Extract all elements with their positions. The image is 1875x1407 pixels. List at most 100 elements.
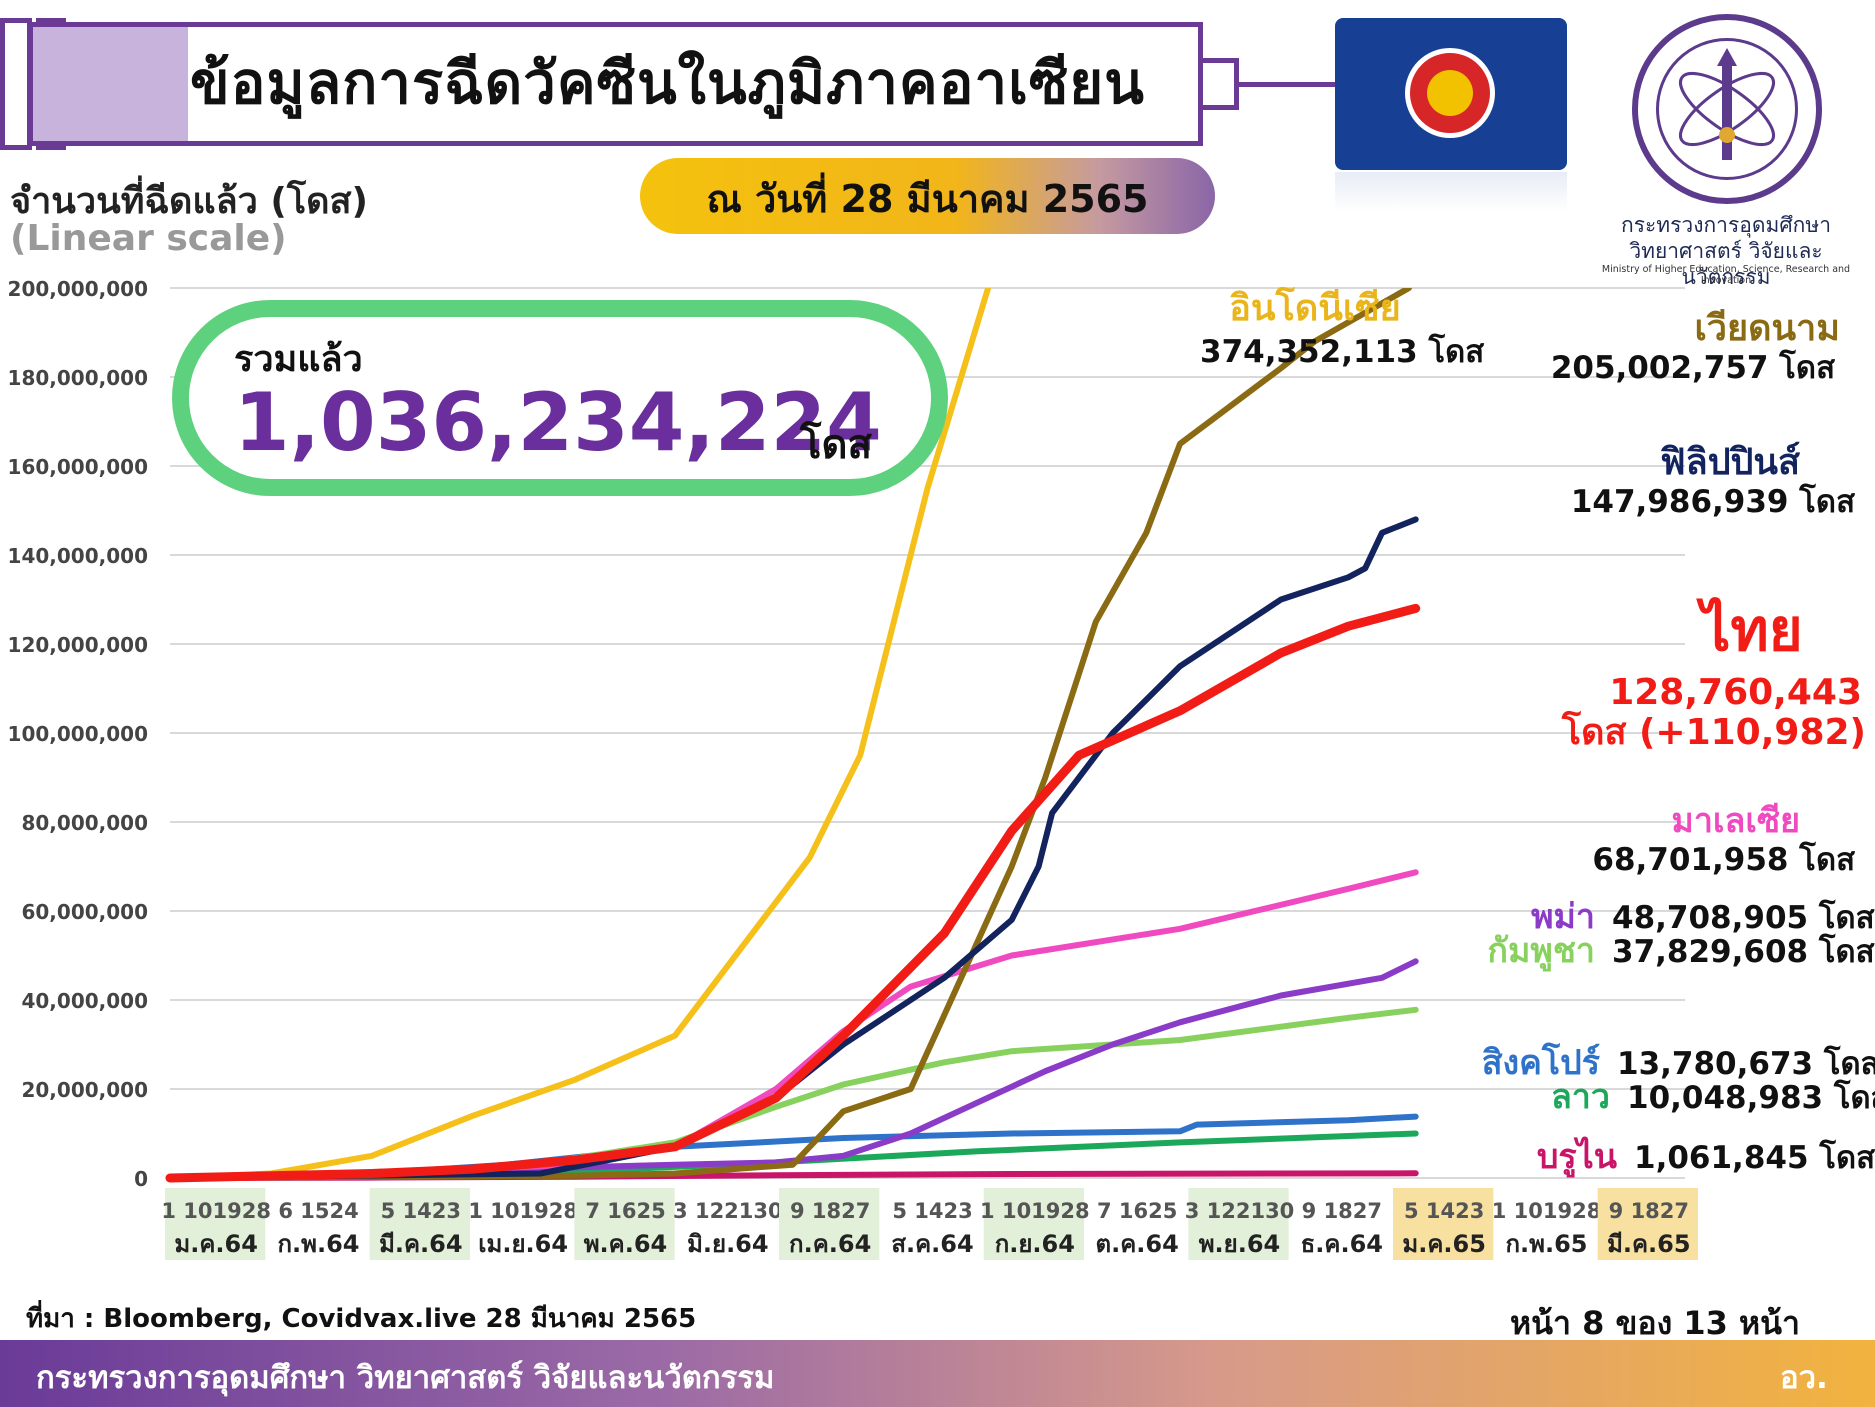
series-labels: อินโดนีเซีย 374,352,113 โดส เวียดนาม205,00…: [1200, 286, 1875, 1178]
month-highlight-14: [1597, 1188, 1698, 1260]
series-doses-cambodia: 37,829,608 โดส: [1612, 933, 1875, 970]
ministry-name-english: Ministry of Higher Education, Science, R…: [1601, 264, 1851, 286]
month-days-9: 7 1625: [1097, 1199, 1177, 1223]
month-highlight-10: [1188, 1188, 1289, 1260]
month-label-0: ม.ค.64: [174, 1230, 258, 1258]
seal-emblem-icon: [1679, 48, 1775, 160]
syringe-fill: [33, 27, 188, 141]
series-doses-philippines: 147,986,939 โดส: [1571, 483, 1855, 520]
month-label-11: ธ.ค.64: [1301, 1230, 1383, 1258]
month-label-8: ก.ย.64: [995, 1230, 1075, 1258]
series-line-cambodia: [167, 1006, 1419, 1181]
y-tick-label-7: 140,000,000: [8, 544, 148, 568]
total-value: 1,036,234,224: [234, 376, 882, 469]
y-tick-label-3: 60,000,000: [21, 900, 148, 924]
ministry-name: กระทรวงการอุดมศึกษา วิทยาศาสตร์ วิจัยและ…: [1586, 212, 1866, 290]
month-label-13: ก.พ.65: [1506, 1230, 1588, 1258]
month-days-14: 9 1827: [1609, 1199, 1689, 1223]
series-name-laos: ลาว: [1551, 1077, 1610, 1117]
series-layer: [165, 288, 1421, 1183]
month-days-1: 6 1524: [278, 1199, 358, 1223]
y-tick-label-1: 20,000,000: [21, 1078, 148, 1102]
footer-organization: กระทรวงการอุดมศึกษา วิทยาศาสตร์ วิจัยและ…: [36, 1360, 775, 1396]
y-tick-label-9: 180,000,000: [8, 366, 148, 390]
month-label-7: ส.ค.64: [891, 1230, 973, 1258]
month-label-1: ก.พ.64: [278, 1230, 360, 1258]
month-days-13: 1 101928: [1492, 1199, 1602, 1223]
syringe-banner: [28, 22, 1203, 146]
series-line-singapore: [167, 1113, 1419, 1181]
series-doses-laos: 10,048,983 โดส: [1627, 1079, 1875, 1116]
series-doses-thailand: 128,760,443: [1609, 672, 1862, 713]
series-doses-vietnam: 205,002,757 โดส: [1551, 349, 1835, 386]
series-name-cambodia: กัมพูชา: [1487, 931, 1595, 972]
month-label-9: ต.ค.64: [1096, 1230, 1179, 1258]
month-days-4: 7 1625: [585, 1199, 665, 1223]
flag-reflection: [1335, 172, 1567, 212]
month-label-4: พ.ค.64: [584, 1230, 668, 1258]
ministry-name-line2: วิทยาศาสตร์ วิจัยและนวัตกรรม: [1629, 239, 1823, 289]
total-label: รวมแล้ว: [234, 339, 363, 380]
ministry-name-line1: กระทรวงการอุดมศึกษา: [1621, 213, 1831, 237]
month-highlight-2: [369, 1188, 470, 1260]
month-days-8: 1 101928: [980, 1199, 1090, 1223]
vaccination-line-chart: 0 20,000,000 40,000,000 60,000,000 80,000,00…: [8, 277, 1875, 1260]
date-text: ณ วันที่ 28 มีนาคม 2565: [706, 177, 1149, 221]
series-doses-brunei: 1,061,845 โดส: [1634, 1139, 1875, 1176]
series-line-vietnam: [167, 288, 1412, 1181]
syringe-tip-icon: [1203, 58, 1239, 110]
y-axis-caption: จำนวนที่ฉีดแล้ว (โดส): [10, 181, 368, 222]
series-doses-indonesia: 374,352,113 โดส: [1200, 333, 1484, 370]
series-name-thailand: ไทย: [1695, 596, 1802, 664]
series-line-thailand: [165, 603, 1421, 1183]
month-label-3: เม.ย.64: [478, 1230, 568, 1258]
total-unit: โดส: [800, 422, 872, 468]
date-badge: [640, 158, 1215, 234]
y-tick-label-8: 160,000,000: [8, 455, 148, 479]
source-note: ที่มา : Bloomberg, Covidvax.live 28 มีนา…: [26, 1304, 697, 1334]
month-label-10: พ.ย.64: [1199, 1230, 1281, 1258]
series-name-malaysia: มาเลเซีย: [1671, 801, 1800, 841]
footer-abbreviation: อว.: [1780, 1360, 1828, 1396]
y-tick-label-2: 40,000,000: [21, 989, 148, 1013]
month-days-10: 3 122130: [1185, 1199, 1295, 1223]
month-highlight-6: [779, 1188, 880, 1260]
series-doses-singapore: 13,780,673 โดส: [1617, 1045, 1875, 1082]
month-label-14: มี.ค.65: [1607, 1230, 1691, 1258]
month-highlight-8: [983, 1188, 1084, 1260]
month-label-12: ม.ค.65: [1402, 1230, 1486, 1258]
month-days-3: 1 101928: [468, 1199, 578, 1223]
y-tick-label-6: 120,000,000: [8, 633, 148, 657]
y-tick-label-10: 200,000,000: [8, 277, 148, 301]
series-line-myanmar: [167, 958, 1419, 1181]
y-tick-label-0: 0: [134, 1167, 148, 1191]
month-days-11: 9 1827: [1302, 1199, 1382, 1223]
month-label-5: มิ.ย.64: [687, 1230, 769, 1258]
month-days-6: 9 1827: [790, 1199, 870, 1223]
series-name-vietnam: เวียดนาม: [1694, 308, 1840, 349]
y-tick-label-4: 80,000,000: [21, 811, 148, 835]
month-highlight-4: [574, 1188, 675, 1260]
syringe-needle-icon: [1239, 82, 1339, 87]
page-title: ข้อมูลการฉีดวัคซีนในภูมิภาคอาเซียน: [190, 49, 1145, 117]
month-label-2: มี.ค.64: [379, 1230, 463, 1258]
series-line-indonesia: [167, 288, 992, 1181]
page-indicator: หน้า 8 ของ 13 หน้า: [1510, 1304, 1800, 1342]
month-days-12: 5 1423: [1404, 1199, 1484, 1223]
series-name-brunei: บรูไน: [1537, 1136, 1617, 1178]
series-name-myanmar: พม่า: [1531, 897, 1595, 937]
ministry-seal-logo: [1632, 14, 1822, 204]
scale-caption: (Linear scale): [10, 218, 287, 259]
series-name-singapore: สิงคโปร์: [1482, 1042, 1601, 1083]
month-days-2: 5 1423: [381, 1199, 461, 1223]
y-tick-label-5: 100,000,000: [8, 722, 148, 746]
month-highlight-0: [165, 1188, 266, 1260]
series-name-philippines: ฟิลิปปินส์: [1660, 441, 1800, 483]
asean-emblem-icon: [1405, 48, 1495, 138]
series-name-indonesia: อินโดนีเซีย: [1229, 286, 1400, 329]
month-label-6: ก.ค.64: [789, 1230, 871, 1258]
footer-bar: [0, 1340, 1875, 1407]
month-days-5: 3 122130: [673, 1199, 783, 1223]
series-doses-malaysia: 68,701,958 โดส: [1592, 841, 1855, 878]
